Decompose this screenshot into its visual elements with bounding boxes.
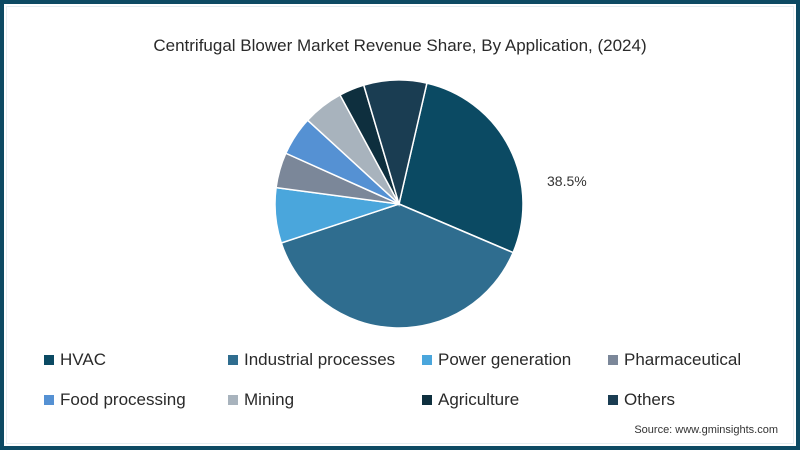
- legend-item-mining: Mining: [228, 390, 294, 410]
- legend-label: Agriculture: [438, 390, 520, 409]
- legend-item-industrial: Industrial processes: [228, 350, 395, 370]
- pie-slice-hvac: [398, 82, 524, 254]
- legend-label: Pharmaceutical: [624, 350, 742, 369]
- legend-swatch: [228, 395, 238, 405]
- legend-item-hvac: HVAC: [44, 350, 106, 370]
- legend-label: Power generation: [438, 350, 572, 369]
- legend-label: HVAC: [60, 350, 106, 369]
- inner-border: [6, 6, 794, 444]
- legend-label: Industrial processes: [244, 350, 396, 369]
- legend-label: Food processing: [60, 390, 186, 409]
- source-note: Source: www.gminsights.com: [634, 424, 778, 436]
- pie-slice-industrial-processes: [280, 203, 515, 329]
- legend-item-pharma: Pharmaceutical: [608, 350, 741, 370]
- legend-swatch: [422, 355, 432, 365]
- legend-item-food: Food processing: [44, 390, 186, 410]
- legend-swatch: [44, 395, 54, 405]
- legend-swatch: [228, 355, 238, 365]
- legend-swatch: [608, 355, 618, 365]
- legend-swatch: [422, 395, 432, 405]
- legend-label: Others: [624, 390, 676, 409]
- legend-label: Mining: [244, 390, 295, 409]
- legend-swatch: [608, 395, 618, 405]
- chart-title: Centrifugal Blower Market Revenue Share,…: [153, 36, 647, 55]
- slice-label-industrial: 38.5%: [547, 173, 587, 189]
- legend-item-others: Others: [608, 390, 675, 410]
- pie-chart: [274, 79, 524, 329]
- legend-item-agriculture: Agriculture: [422, 390, 519, 410]
- pie-slice-others: [362, 79, 428, 207]
- legend-swatch: [44, 355, 54, 365]
- legend-item-power: Power generation: [422, 350, 571, 370]
